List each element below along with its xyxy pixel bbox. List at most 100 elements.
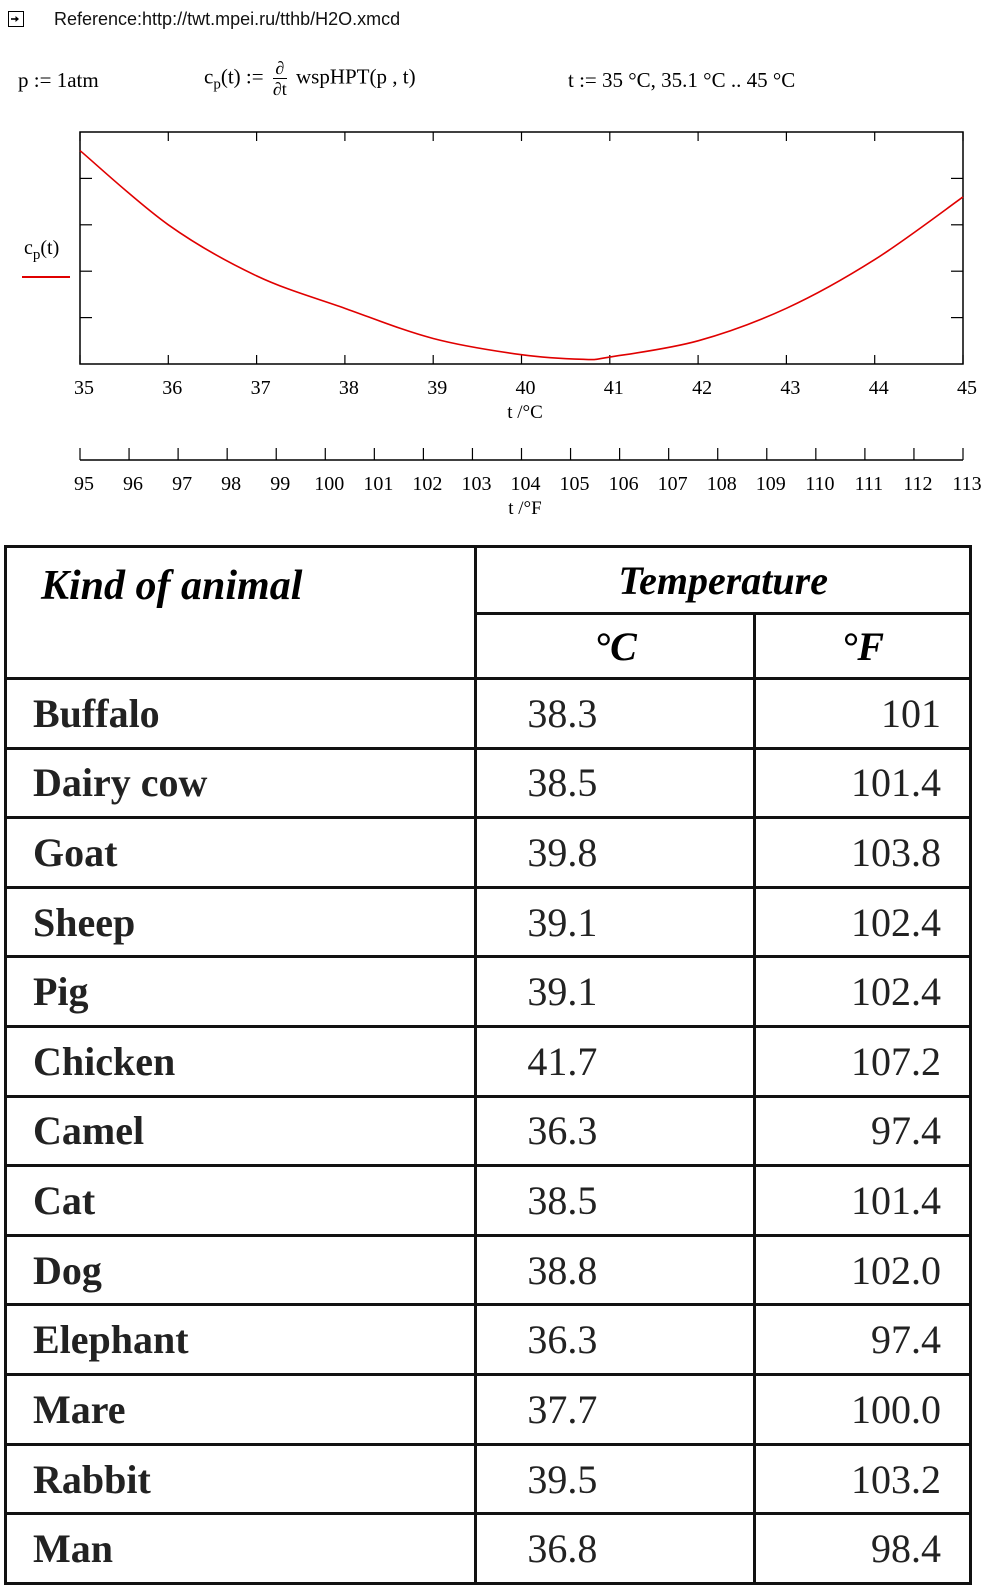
table-row: Mare 37.7 100.0	[3, 1373, 972, 1446]
fahrenheit-tick-label: 99	[270, 473, 290, 495]
fahrenheit-value: 103.8	[753, 816, 972, 889]
celsius-value: 39.5	[474, 1442, 757, 1516]
animal-name: Sheep	[3, 885, 478, 959]
animal-temperature-table-area: Kind of animal Temperature °C °F Buffalo…	[0, 545, 1000, 1593]
fahrenheit-tick-label: 98	[221, 473, 241, 495]
header-temperature: Temperature	[474, 545, 972, 615]
header-celsius: °C	[474, 612, 757, 680]
table-row: Chicken 41.7 107.2	[3, 1025, 972, 1098]
celsius-value: 39.1	[474, 885, 757, 959]
fahrenheit-tick-label: 113	[952, 473, 981, 495]
animal-name: Pig	[3, 955, 478, 1029]
partial-derivative: ∂ ∂t	[272, 58, 287, 99]
table-row: Dairy cow 38.5 101.4	[3, 746, 972, 820]
x-tick-label: 38	[339, 377, 359, 399]
celsius-value: 38.5	[474, 746, 757, 820]
table-row: Rabbit 39.5 103.2	[3, 1442, 972, 1516]
animal-name: Chicken	[3, 1025, 478, 1098]
fahrenheit-value: 103.2	[753, 1442, 972, 1516]
fahrenheit-value: 100.0	[753, 1373, 972, 1446]
header-kind-of-animal: Kind of animal	[3, 545, 478, 680]
celsius-value: 38.5	[474, 1164, 757, 1237]
fahrenheit-tick-label: 110	[805, 473, 834, 495]
fahrenheit-value: 98.4	[753, 1512, 972, 1585]
fahrenheit-value: 97.4	[753, 1094, 972, 1168]
range-definition[interactable]: t := 35 °C, 35.1 °C .. 45 °C	[568, 68, 796, 92]
celsius-value: 39.8	[474, 816, 757, 889]
table-row: Dog 38.8 102.0	[3, 1233, 972, 1307]
fahrenheit-value: 97.4	[753, 1303, 972, 1377]
fahrenheit-value: 101.4	[753, 746, 972, 820]
celsius-value: 41.7	[474, 1025, 757, 1098]
fahrenheit-tick-label: 108	[707, 473, 737, 495]
x-tick-label: 39	[427, 377, 447, 399]
x-tick-label: 37	[251, 377, 271, 399]
table-row: Buffalo 38.3 101	[3, 677, 972, 750]
cp-curve	[79, 149, 964, 361]
x-axis-label: t /°C	[507, 402, 543, 423]
fahrenheit-value: 107.2	[753, 1025, 972, 1098]
celsius-value: 37.7	[474, 1373, 757, 1446]
fahrenheit-tick-label: 102	[412, 473, 442, 495]
x-tick-label: 45	[957, 377, 977, 399]
fahrenheit-value: 102.4	[753, 955, 972, 1029]
x-tick-label: 42	[692, 377, 712, 399]
animal-name: Goat	[3, 816, 478, 889]
fahrenheit-tick-label: 107	[658, 473, 688, 495]
fahrenheit-tick-label: 103	[461, 473, 491, 495]
fahrenheit-tick-label: 100	[314, 473, 344, 495]
table-row: Pig 39.1 102.4	[3, 955, 972, 1029]
fahrenheit-tick-label: 106	[609, 473, 639, 495]
fahrenheit-tick-label: 104	[511, 473, 541, 495]
reference-link[interactable]: Reference:http://twt.mpei.ru/tthb/H2O.xm…	[54, 8, 401, 29]
table-row: Goat 39.8 103.8	[3, 816, 972, 889]
fahrenheit-value: 101.4	[753, 1164, 972, 1237]
x-tick-label: 44	[869, 377, 889, 399]
x-tick-label: 35	[74, 377, 94, 399]
animal-name: Dairy cow	[3, 746, 478, 820]
animal-name: Man	[3, 1512, 478, 1585]
table-row: Man 36.8 98.4	[3, 1512, 972, 1585]
animal-temperature-table: Kind of animal Temperature °C °F Buffalo…	[3, 545, 972, 1585]
fahrenheit-value: 101	[753, 677, 972, 750]
fahrenheit-tick-label: 112	[903, 473, 932, 495]
x-tick-label: 40	[516, 377, 536, 399]
reference-bar[interactable]: Reference:http://twt.mpei.ru/tthb/H2O.xm…	[8, 6, 400, 32]
fahrenheit-tick-label: 109	[756, 473, 786, 495]
pressure-definition[interactable]: p := 1atm	[18, 68, 99, 92]
fahrenheit-tick-label: 101	[363, 473, 393, 495]
fahrenheit-value: 102.0	[753, 1233, 972, 1307]
cp-definition[interactable]: cp(t) := ∂ ∂t wspHPT(p , t)	[204, 58, 416, 99]
fahrenheit-tick-label: 97	[172, 473, 192, 495]
cp-plot[interactable]: 35 36 37 38 39 40 41 42 43 44 45 t /°C 95 96 97 98 99 100…	[0, 130, 1000, 530]
table-row: Cat 38.5 101.4	[3, 1164, 972, 1237]
celsius-value: 36.8	[474, 1512, 757, 1585]
animal-name: Mare	[3, 1373, 478, 1446]
animal-name: Dog	[3, 1233, 478, 1307]
celsius-value: 39.1	[474, 955, 757, 1029]
fahrenheit-tick-label: 105	[560, 473, 590, 495]
table-row: Camel 36.3 97.4	[3, 1094, 972, 1168]
fahrenheit-tick-label: 95	[74, 473, 94, 495]
header-fahrenheit: °F	[753, 612, 972, 680]
table-row: Elephant 36.3 97.4	[3, 1303, 972, 1377]
animal-name: Elephant	[3, 1303, 478, 1377]
celsius-value: 36.3	[474, 1094, 757, 1168]
animal-name: Cat	[3, 1164, 478, 1237]
x-tick-label: 41	[604, 377, 624, 399]
x-tick-label: 36	[162, 377, 182, 399]
x-tick-label: 43	[780, 377, 800, 399]
fahrenheit-tick-label: 96	[123, 473, 143, 495]
y-axis-label: cp(t)	[24, 237, 60, 263]
legend-swatch	[22, 276, 70, 278]
fahrenheit-axis-label: t /°F	[508, 498, 541, 519]
celsius-value: 38.8	[474, 1233, 757, 1307]
arrow-into-box-icon[interactable]	[8, 11, 24, 27]
animal-name: Camel	[3, 1094, 478, 1168]
fahrenheit-tick-label: 111	[855, 473, 884, 495]
table-row: Sheep 39.1 102.4	[3, 885, 972, 959]
animal-name: Buffalo	[3, 677, 478, 750]
plot-frame	[79, 131, 964, 365]
fahrenheit-value: 102.4	[753, 885, 972, 959]
celsius-value: 36.3	[474, 1303, 757, 1377]
